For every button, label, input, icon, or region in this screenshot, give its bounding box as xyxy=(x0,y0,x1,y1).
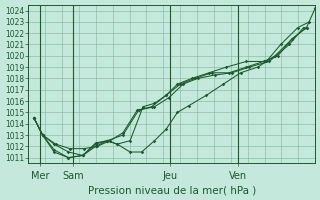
X-axis label: Pression niveau de la mer( hPa ): Pression niveau de la mer( hPa ) xyxy=(88,185,256,195)
